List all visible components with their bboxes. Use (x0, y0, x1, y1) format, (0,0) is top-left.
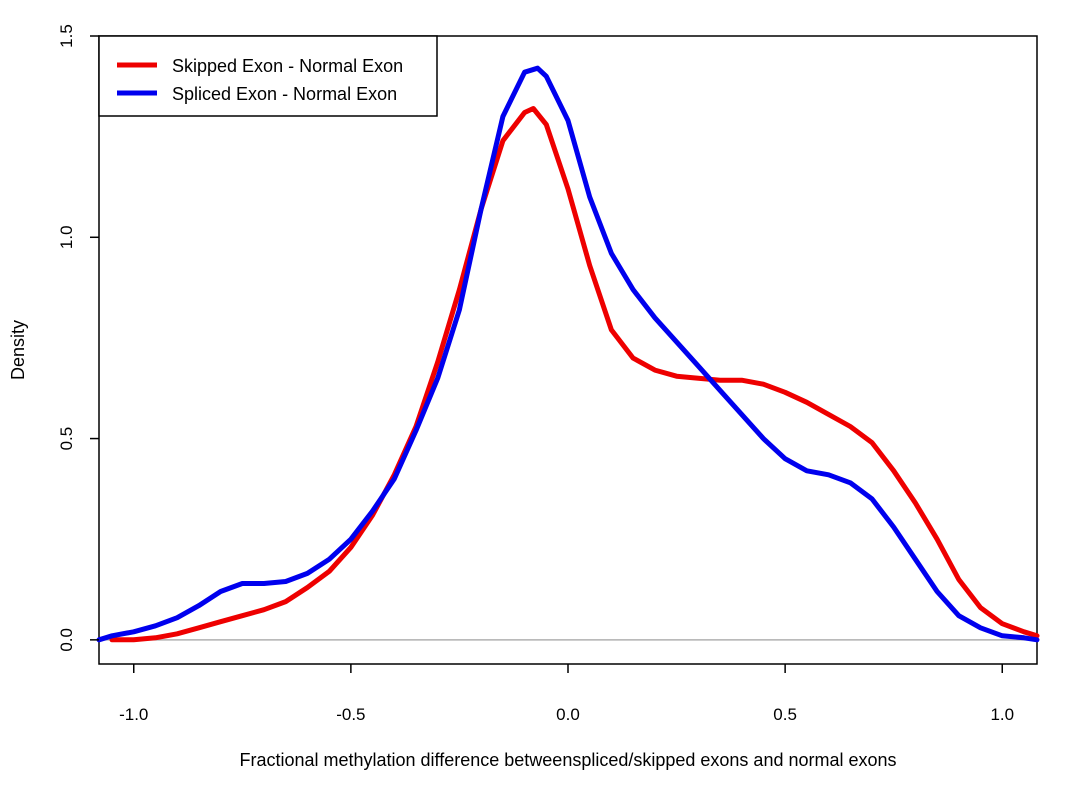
y-tick-label: 0.0 (57, 628, 76, 652)
y-axis-title: Density (8, 320, 28, 380)
series-line-0 (109, 106, 1040, 643)
x-tick-label: -0.5 (336, 705, 365, 724)
x-tick-label: 0.0 (556, 705, 580, 724)
y-tick-label: 1.0 (57, 225, 76, 249)
x-axis-title: Fractional methylation difference betwee… (239, 750, 896, 770)
x-tick-label: -1.0 (119, 705, 148, 724)
y-tick-label: 1.5 (57, 24, 76, 48)
legend-box (98, 35, 438, 117)
series-line-1 (96, 65, 1040, 643)
legend-label-skipped: Skipped Exon - Normal Exon (172, 56, 403, 76)
legend-label-spliced: Spliced Exon - Normal Exon (172, 84, 397, 104)
x-tick-label: 0.5 (773, 705, 797, 724)
legend: Skipped Exon - Normal Exon Spliced Exon … (98, 35, 438, 117)
x-tick-label: 1.0 (990, 705, 1014, 724)
y-tick-label: 0.5 (57, 427, 76, 451)
plot-frame (98, 35, 1038, 665)
